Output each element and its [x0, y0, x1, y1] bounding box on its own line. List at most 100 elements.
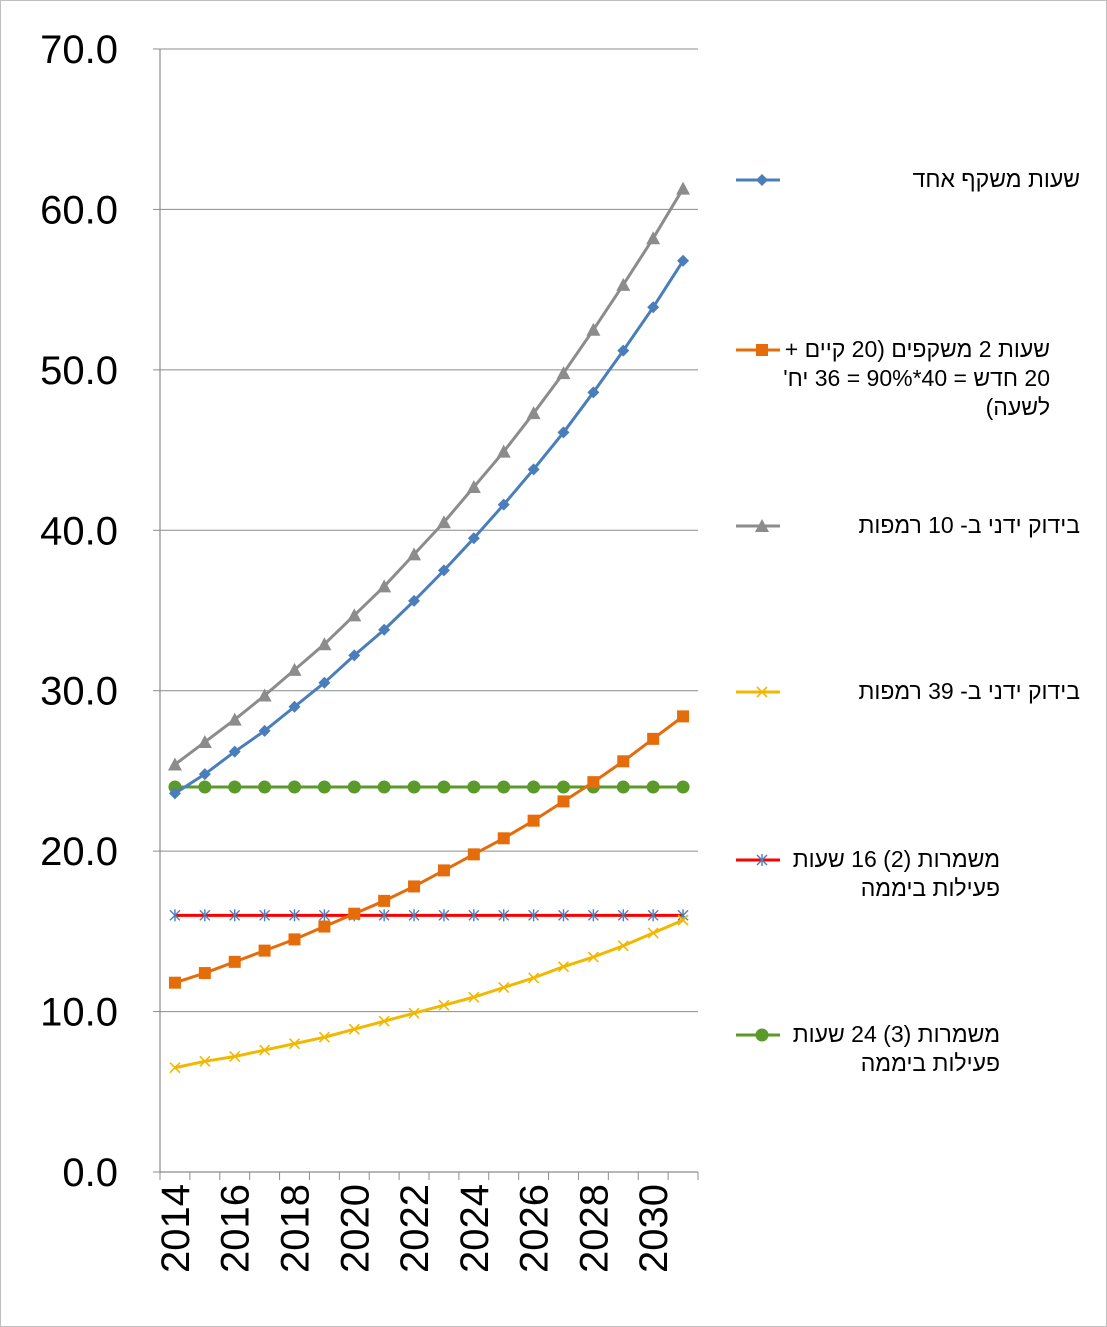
- point-1-6: [348, 907, 361, 920]
- point-1-4: [288, 933, 301, 946]
- legend-swatch-5: [736, 1028, 798, 1042]
- point-1-3: [258, 944, 271, 957]
- point-3-5: [318, 1031, 330, 1043]
- point-4-13: [558, 909, 569, 922]
- series-2: [167, 181, 691, 771]
- y-tick-label: 0.0: [62, 1151, 118, 1195]
- series-group: [167, 181, 691, 1074]
- point-1-10: [467, 848, 480, 861]
- point-2-1: [197, 735, 212, 749]
- point-3-4: [288, 1038, 301, 1050]
- point-5-13: [557, 780, 570, 794]
- point-4-9: [438, 909, 450, 922]
- legend-marker-4: [756, 854, 768, 866]
- point-2-10: [466, 479, 481, 493]
- point-1-13: [557, 795, 570, 808]
- point-2-16: [646, 231, 661, 245]
- x-axis-labels: 2014 2016 2018 2020 2022 2024 2026 2028 2030: [154, 1184, 676, 1273]
- point-4-4: [289, 909, 300, 922]
- point-4-8: [408, 909, 420, 922]
- legend-label-1: שעות 2 משקפים (20 קיים + 20 חדש = 40*90%…: [783, 336, 1050, 420]
- legend-item-5: משמרות (3) 24 שעות פעילות ביממה: [700, 1020, 1080, 1078]
- axes: [153, 48, 699, 1180]
- legend-marker-5: [755, 1028, 769, 1042]
- x-tick-label: 2016: [214, 1184, 258, 1273]
- point-4-7: [378, 909, 390, 922]
- legend-item-4: משמרות (2) 16 שעות פעילות ביממה: [700, 845, 1080, 903]
- point-1-9: [437, 864, 450, 877]
- legend-label-2: בידוק ידני ב- 10 רמפות: [858, 512, 1080, 538]
- x-tick-label: 2024: [453, 1184, 497, 1273]
- point-4-14: [587, 909, 599, 922]
- x-tick-label: 2030: [632, 1184, 676, 1273]
- x-tick-label: 2018: [274, 1184, 318, 1273]
- point-0-11: [497, 498, 510, 511]
- point-1-15: [617, 755, 630, 768]
- point-0-6: [348, 649, 361, 662]
- point-3-13: [557, 961, 570, 973]
- point-3-11: [498, 981, 510, 994]
- series-line-0: [174, 259, 685, 795]
- x-tick-label: 2028: [572, 1184, 616, 1273]
- point-2-8: [407, 547, 422, 561]
- legend-marker-1: [756, 344, 768, 356]
- gridlines: [160, 48, 698, 1013]
- point-3-17: [677, 914, 689, 926]
- point-4-1: [199, 909, 211, 922]
- point-2-15: [616, 277, 631, 291]
- point-3-12: [528, 972, 540, 984]
- point-0-0: [168, 787, 181, 800]
- point-5-12: [527, 780, 541, 794]
- x-tick-label: 2022: [393, 1184, 437, 1273]
- point-0-14: [587, 386, 600, 399]
- legend-swatch-3: [736, 686, 798, 698]
- point-0-4: [288, 700, 301, 713]
- point-5-2: [228, 780, 242, 794]
- point-2-13: [556, 366, 571, 380]
- legend-key-3: [700, 677, 798, 707]
- point-4-3: [259, 909, 271, 922]
- point-1-5: [318, 920, 331, 933]
- y-tick-label: 30.0: [40, 670, 118, 714]
- point-3-0: [169, 1062, 181, 1074]
- point-5-15: [616, 780, 630, 794]
- legend-swatch-2: [736, 519, 798, 532]
- point-5-8: [407, 780, 421, 794]
- point-4-5: [318, 909, 330, 922]
- point-3-9: [438, 999, 450, 1011]
- point-3-7: [378, 1015, 390, 1027]
- point-4-12: [528, 909, 540, 922]
- point-4-11: [498, 909, 510, 922]
- point-2-6: [347, 608, 362, 622]
- x-tick-label: 2026: [513, 1184, 557, 1273]
- x-tick-label: 2014: [154, 1184, 198, 1273]
- point-5-3: [258, 780, 272, 794]
- point-3-8: [408, 1007, 420, 1019]
- point-2-12: [526, 406, 541, 420]
- point-5-1: [198, 780, 212, 794]
- legend-label-4: משמרות (2) 16 שעות פעילות ביממה: [792, 846, 1000, 901]
- y-tick-label: 50.0: [40, 349, 118, 393]
- point-0-13: [557, 426, 570, 439]
- point-3-2: [229, 1050, 241, 1063]
- legend-swatch-0: [736, 174, 798, 186]
- point-2-17: [676, 181, 691, 195]
- point-5-16: [646, 780, 660, 794]
- legend-label-5: משמרות (3) 24 שעות פעילות ביממה: [792, 1021, 1000, 1076]
- point-3-3: [259, 1044, 271, 1056]
- point-1-11: [497, 832, 510, 845]
- legend-key-1: [700, 335, 798, 365]
- point-4-10: [468, 909, 480, 922]
- y-axis-labels: 0.0 10.0 20.0 30.0 40.0 50.0 60.0 70.0: [40, 28, 118, 1195]
- legend-item-1: שעות 2 משקפים (20 קיים + 20 חדש = 40*90%…: [700, 335, 1080, 422]
- point-1-12: [527, 814, 540, 827]
- legend-label-3: בידוק ידני ב- 39 רמפות: [858, 678, 1080, 704]
- point-3-14: [587, 951, 599, 963]
- point-5-10: [467, 780, 481, 794]
- point-1-14: [587, 776, 600, 789]
- legend-key-2: [700, 511, 798, 541]
- point-2-11: [496, 444, 511, 458]
- point-1-1: [198, 967, 211, 980]
